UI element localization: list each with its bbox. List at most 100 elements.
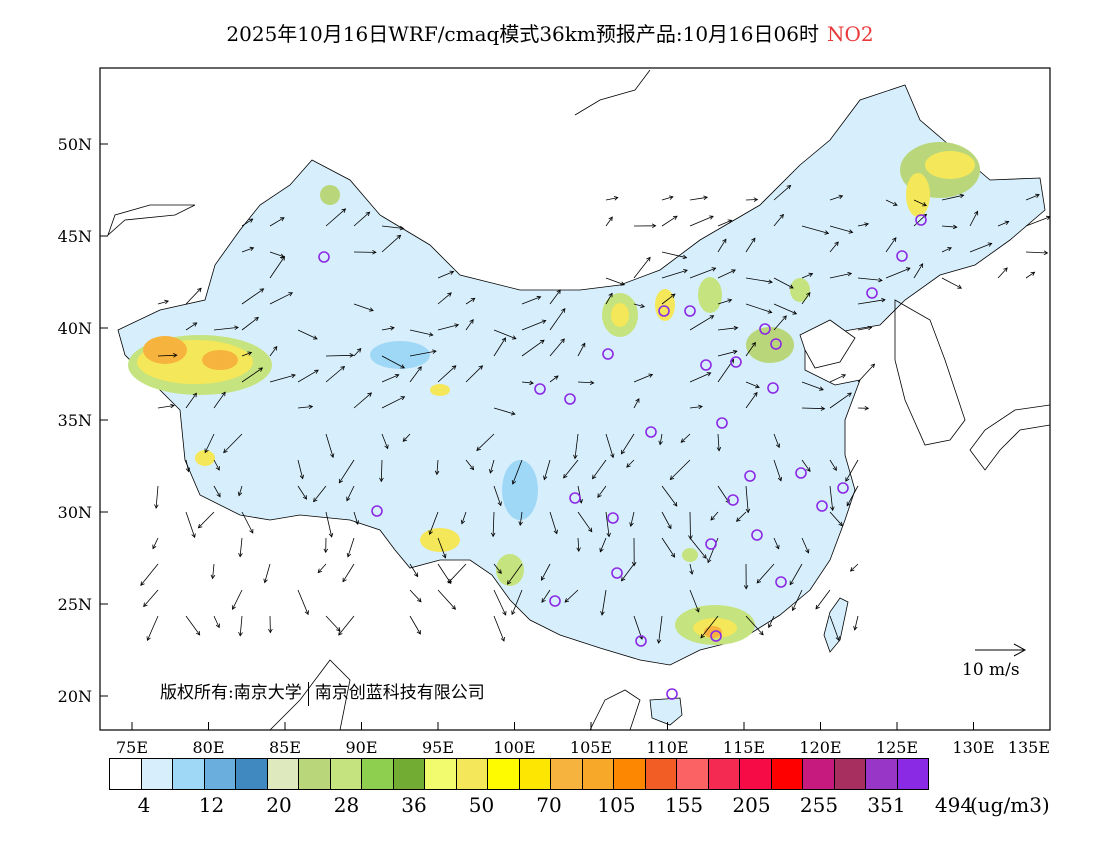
map-title: 2025年10月16日WRF/cmaq模式36km预报产品:10月16日06时 N… [0,18,1100,47]
wind-arrow-head [447,292,452,297]
wind-arrow [297,459,304,479]
latitude-axis: 50N 45N 40N 35N 30N 25N 20N [58,135,108,706]
wind-arrow [198,511,215,529]
city-station-marker [795,467,807,479]
wind-arrow-head [451,365,457,370]
lon-label: 75E [116,738,148,757]
wind-arrow [353,348,362,357]
wind-arrow [409,329,433,336]
wind-arrow [204,433,215,453]
wind-arrow-head [529,380,534,386]
wind-arrow-head [216,492,221,498]
city-station-marker [700,359,712,371]
wind-arrow-head [543,475,548,481]
wind-arrow-head [753,197,759,202]
wind-arrow-head [709,315,715,320]
wind-arrow-head [847,392,852,397]
wind-arrow-head [560,338,565,343]
legend-swatch [644,758,677,790]
wind-arrow-head [608,216,613,222]
wind-arrow-head [835,636,840,642]
wind-arrow [829,392,852,409]
wind-arrow [241,352,252,357]
wind-arrow [512,459,523,485]
wind-arrow [801,459,811,472]
wind-arrow-head [365,211,371,217]
wind-arrow-head [779,213,784,219]
wind-arrow [605,277,625,286]
wind-arrow [437,589,456,610]
wind-arrow [599,537,607,552]
wind-arrow [353,511,359,525]
legend-label: 105 [597,793,636,817]
wind-arrow [493,589,507,616]
legend-swatch [392,758,425,790]
wind-arrow-head [263,578,268,584]
wind-arrow [1025,194,1040,201]
wind-arrow [436,459,439,475]
wind-arrow [381,235,401,253]
city-station-marker [837,482,849,494]
wind-arrow-head [745,508,751,514]
wind-arrow [402,433,411,442]
lon-label: 135E [1008,738,1050,757]
wind-arrow [325,511,333,537]
wind-arrow [409,563,419,577]
wind-arrow-head [786,184,792,190]
legend-swatch [424,758,457,790]
legend-swatch [518,758,551,790]
wind-arrow [381,396,405,409]
wind-arrow [269,292,293,305]
wind-arrow-head [640,303,646,309]
wind-arrow-head [238,631,243,637]
wind-arrow [325,354,354,357]
wind-arrow [409,589,422,603]
wind-arrow [493,329,517,340]
city-station-marker [896,250,908,262]
city-station-marker [730,356,742,368]
wind-arrow [157,300,169,305]
wind-arrow-head [336,627,341,632]
wind-arrow [511,589,523,615]
wind-arrow-head [346,496,351,502]
wind-arrow-head [620,281,626,286]
city-station-marker [534,383,546,395]
wind-arrow-head [338,631,343,636]
legend-swatch [833,758,866,790]
lat-label: 40N [58,319,92,338]
wind-arrow-head [682,254,688,260]
wind-arrow [241,511,254,534]
legend-units: (ug/m3) [970,793,1050,817]
wind-arrow-head [573,454,578,460]
wind-arrow-head [400,364,406,369]
wind-arrow [689,215,714,227]
wind-arrow-head [870,363,876,369]
wind-arrow [857,299,886,305]
city-station-marker [611,567,623,579]
wind-arrow [185,511,196,538]
wind-arrow-head [756,578,762,584]
wind-arrow [689,406,703,409]
city-station-marker [635,635,647,647]
wind-arrow [845,459,859,482]
wind-arrow [241,247,254,253]
wind-arrow [381,327,395,331]
wind-arrow-head [727,219,733,224]
wind-arrow-head [349,353,355,358]
legend-swatch [581,758,614,790]
wind-arrow-head [881,297,886,303]
wind-arrow [269,217,285,227]
wind-arrow-head [670,552,676,558]
lat-label: 30N [58,503,92,522]
wind-arrow [792,589,803,611]
wind-arrow-head [390,326,395,331]
wind-arrow-head [698,404,703,410]
wind-arrow [325,433,334,458]
wind-arrow [601,589,607,616]
wind-arrow-head [838,521,843,527]
wind-arrow-head [195,630,201,636]
wind-arrow-head [288,292,294,297]
wind-arrow-head [396,234,402,240]
wind-arrow [465,459,474,470]
wind-arrow [577,537,580,552]
